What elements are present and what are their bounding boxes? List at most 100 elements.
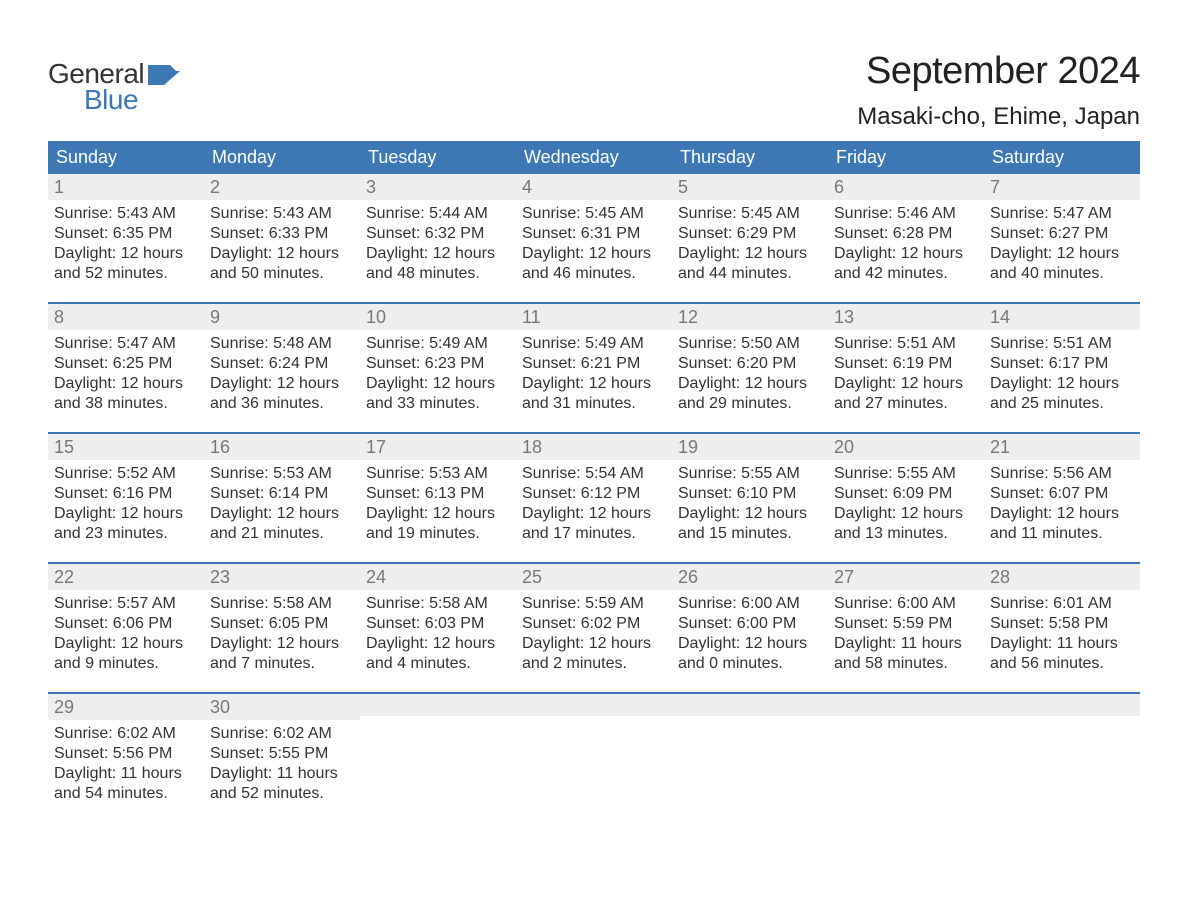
calendar-day-cell: 14Sunrise: 5:51 AMSunset: 6:17 PMDayligh… (984, 304, 1140, 432)
day-sunset: Sunset: 5:58 PM (990, 614, 1134, 634)
day-daylight2: and 27 minutes. (834, 394, 978, 414)
calendar-day-cell: 15Sunrise: 5:52 AMSunset: 6:16 PMDayligh… (48, 434, 204, 562)
day-data: Sunrise: 5:43 AMSunset: 6:35 PMDaylight:… (48, 200, 204, 302)
calendar-weeks: 1Sunrise: 5:43 AMSunset: 6:35 PMDaylight… (48, 174, 1140, 822)
day-number: 22 (48, 564, 204, 590)
day-sunrise: Sunrise: 5:47 AM (54, 334, 198, 354)
day-daylight2: and 31 minutes. (522, 394, 666, 414)
day-data: Sunrise: 5:55 AMSunset: 6:10 PMDaylight:… (672, 460, 828, 562)
day-daylight1: Daylight: 12 hours (210, 374, 354, 394)
day-daylight1: Daylight: 12 hours (366, 374, 510, 394)
day-data: Sunrise: 5:49 AMSunset: 6:21 PMDaylight:… (516, 330, 672, 432)
day-daylight1: Daylight: 12 hours (678, 244, 822, 264)
day-sunrise: Sunrise: 5:51 AM (990, 334, 1134, 354)
day-data: Sunrise: 5:44 AMSunset: 6:32 PMDaylight:… (360, 200, 516, 302)
calendar-day-cell: 22Sunrise: 5:57 AMSunset: 6:06 PMDayligh… (48, 564, 204, 692)
day-header: Wednesday (516, 141, 672, 174)
day-daylight2: and 0 minutes. (678, 654, 822, 674)
day-number: 20 (828, 434, 984, 460)
day-daylight2: and 36 minutes. (210, 394, 354, 414)
day-sunset: Sunset: 6:20 PM (678, 354, 822, 374)
day-sunrise: Sunrise: 5:49 AM (522, 334, 666, 354)
calendar-day-cell: 8Sunrise: 5:47 AMSunset: 6:25 PMDaylight… (48, 304, 204, 432)
day-daylight2: and 56 minutes. (990, 654, 1134, 674)
flag-icon (148, 65, 180, 85)
day-data: Sunrise: 5:45 AMSunset: 6:31 PMDaylight:… (516, 200, 672, 302)
day-sunset: Sunset: 6:29 PM (678, 224, 822, 244)
calendar-day-cell: 7Sunrise: 5:47 AMSunset: 6:27 PMDaylight… (984, 174, 1140, 302)
day-number: 21 (984, 434, 1140, 460)
day-sunset: Sunset: 6:32 PM (366, 224, 510, 244)
day-daylight1: Daylight: 12 hours (990, 504, 1134, 524)
day-daylight2: and 17 minutes. (522, 524, 666, 544)
day-sunrise: Sunrise: 5:51 AM (834, 334, 978, 354)
day-number (984, 694, 1140, 716)
day-number: 27 (828, 564, 984, 590)
day-daylight2: and 19 minutes. (366, 524, 510, 544)
brand-logo: General Blue (48, 30, 180, 116)
day-sunset: Sunset: 6:13 PM (366, 484, 510, 504)
day-daylight2: and 54 minutes. (54, 784, 198, 804)
day-sunrise: Sunrise: 5:58 AM (366, 594, 510, 614)
day-daylight2: and 23 minutes. (54, 524, 198, 544)
day-daylight2: and 58 minutes. (834, 654, 978, 674)
day-daylight2: and 52 minutes. (210, 784, 354, 804)
day-data: Sunrise: 6:00 AMSunset: 5:59 PMDaylight:… (828, 590, 984, 692)
day-number: 13 (828, 304, 984, 330)
day-number: 4 (516, 174, 672, 200)
day-daylight1: Daylight: 12 hours (366, 504, 510, 524)
calendar-day-cell: 16Sunrise: 5:53 AMSunset: 6:14 PMDayligh… (204, 434, 360, 562)
calendar-day-cell (672, 694, 828, 822)
calendar-week-row: 15Sunrise: 5:52 AMSunset: 6:16 PMDayligh… (48, 432, 1140, 562)
day-number: 23 (204, 564, 360, 590)
day-sunrise: Sunrise: 5:43 AM (54, 204, 198, 224)
day-daylight1: Daylight: 12 hours (366, 634, 510, 654)
day-daylight1: Daylight: 12 hours (210, 504, 354, 524)
day-header: Sunday (48, 141, 204, 174)
day-number: 17 (360, 434, 516, 460)
day-sunrise: Sunrise: 5:58 AM (210, 594, 354, 614)
day-data: Sunrise: 5:51 AMSunset: 6:17 PMDaylight:… (984, 330, 1140, 432)
day-data: Sunrise: 5:56 AMSunset: 6:07 PMDaylight:… (984, 460, 1140, 562)
day-data: Sunrise: 5:47 AMSunset: 6:27 PMDaylight:… (984, 200, 1140, 302)
day-data: Sunrise: 5:58 AMSunset: 6:05 PMDaylight:… (204, 590, 360, 692)
day-sunrise: Sunrise: 5:47 AM (990, 204, 1134, 224)
calendar-day-cell: 21Sunrise: 5:56 AMSunset: 6:07 PMDayligh… (984, 434, 1140, 562)
day-data: Sunrise: 5:54 AMSunset: 6:12 PMDaylight:… (516, 460, 672, 562)
calendar-day-cell: 5Sunrise: 5:45 AMSunset: 6:29 PMDaylight… (672, 174, 828, 302)
calendar-day-cell: 10Sunrise: 5:49 AMSunset: 6:23 PMDayligh… (360, 304, 516, 432)
calendar-week-row: 29Sunrise: 6:02 AMSunset: 5:56 PMDayligh… (48, 692, 1140, 822)
day-header: Tuesday (360, 141, 516, 174)
day-data: Sunrise: 5:55 AMSunset: 6:09 PMDaylight:… (828, 460, 984, 562)
day-sunset: Sunset: 6:03 PM (366, 614, 510, 634)
calendar-day-cell: 4Sunrise: 5:45 AMSunset: 6:31 PMDaylight… (516, 174, 672, 302)
day-daylight1: Daylight: 12 hours (678, 634, 822, 654)
day-sunset: Sunset: 6:33 PM (210, 224, 354, 244)
day-sunset: Sunset: 6:16 PM (54, 484, 198, 504)
day-daylight1: Daylight: 12 hours (54, 244, 198, 264)
day-sunset: Sunset: 6:07 PM (990, 484, 1134, 504)
day-sunrise: Sunrise: 5:55 AM (678, 464, 822, 484)
day-sunset: Sunset: 6:10 PM (678, 484, 822, 504)
day-sunset: Sunset: 5:56 PM (54, 744, 198, 764)
calendar-day-cell: 3Sunrise: 5:44 AMSunset: 6:32 PMDaylight… (360, 174, 516, 302)
day-sunrise: Sunrise: 5:50 AM (678, 334, 822, 354)
day-daylight2: and 15 minutes. (678, 524, 822, 544)
day-header: Monday (204, 141, 360, 174)
day-data: Sunrise: 5:49 AMSunset: 6:23 PMDaylight:… (360, 330, 516, 432)
calendar-day-cell: 12Sunrise: 5:50 AMSunset: 6:20 PMDayligh… (672, 304, 828, 432)
calendar-day-cell: 26Sunrise: 6:00 AMSunset: 6:00 PMDayligh… (672, 564, 828, 692)
day-number: 6 (828, 174, 984, 200)
day-daylight1: Daylight: 11 hours (210, 764, 354, 784)
day-daylight1: Daylight: 12 hours (834, 374, 978, 394)
day-number: 9 (204, 304, 360, 330)
day-sunset: Sunset: 6:19 PM (834, 354, 978, 374)
calendar-day-cell: 1Sunrise: 5:43 AMSunset: 6:35 PMDaylight… (48, 174, 204, 302)
day-data: Sunrise: 5:53 AMSunset: 6:13 PMDaylight:… (360, 460, 516, 562)
day-number (828, 694, 984, 716)
calendar-day-cell: 28Sunrise: 6:01 AMSunset: 5:58 PMDayligh… (984, 564, 1140, 692)
day-daylight1: Daylight: 12 hours (522, 504, 666, 524)
day-sunrise: Sunrise: 5:59 AM (522, 594, 666, 614)
day-number: 15 (48, 434, 204, 460)
calendar-day-cell: 6Sunrise: 5:46 AMSunset: 6:28 PMDaylight… (828, 174, 984, 302)
